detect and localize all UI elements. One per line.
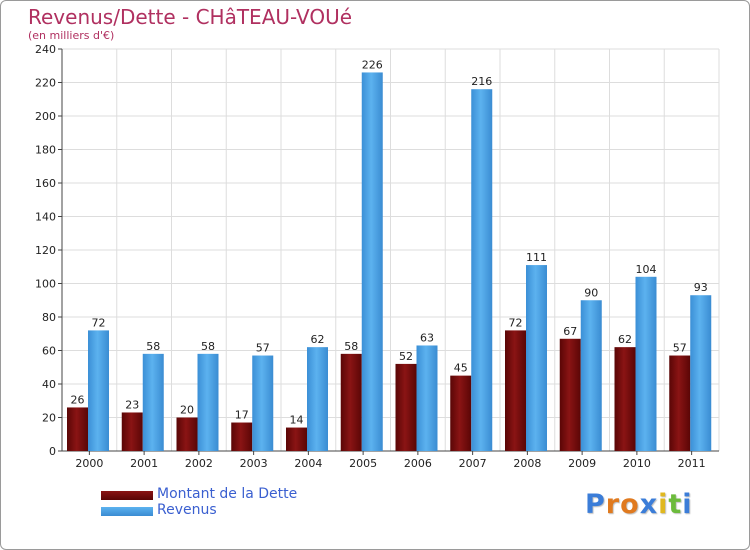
value-label-dette-2003: 17 xyxy=(235,409,249,422)
bars xyxy=(67,72,712,451)
axes: 0 20 40 60 80 100 120 140 160 180 200 220 240 xyxy=(35,43,719,458)
bar-revenus-2000 xyxy=(88,330,109,451)
bar-dette-2005 xyxy=(340,353,362,451)
legend-label-revenus: Revenus xyxy=(157,502,217,518)
value-label-revenus-2008: 111 xyxy=(526,251,547,264)
grid-lines xyxy=(62,48,720,451)
value-label-dette-2005: 58 xyxy=(344,340,358,353)
x-tick-label-2009: 2009 xyxy=(568,457,596,470)
chart-subtitle: (en milliers d'€) xyxy=(28,29,115,42)
bar-dette-2000 xyxy=(67,407,88,451)
x-tick-label-2003: 2003 xyxy=(240,457,268,470)
bar-revenus-2005 xyxy=(361,72,383,451)
value-label-dette-2011: 57 xyxy=(673,342,687,355)
value-label-revenus-2001: 58 xyxy=(146,340,160,353)
x-tick-label-2005: 2005 xyxy=(349,457,377,470)
bar-dette-2004 xyxy=(286,427,307,451)
y-tick-label-120: 120 xyxy=(35,244,56,257)
y-tick-label-140: 140 xyxy=(35,211,56,224)
y-tick-label-40: 40 xyxy=(42,378,56,391)
y-tick-label-200: 200 xyxy=(35,110,56,123)
value-label-revenus-2007: 216 xyxy=(471,75,492,88)
y-tick-label-80: 80 xyxy=(42,311,56,324)
logo-letter-0: P xyxy=(585,489,606,520)
x-tick-label-2011: 2011 xyxy=(678,457,706,470)
value-label-revenus-2005: 226 xyxy=(362,58,383,71)
legend-label-dette: Montant de la Dette xyxy=(157,486,298,502)
bar-revenus-2004 xyxy=(307,347,328,451)
y-tick-label-100: 100 xyxy=(35,278,56,291)
x-tick-label-2008: 2008 xyxy=(513,457,541,470)
value-label-revenus-2006: 63 xyxy=(420,331,434,344)
x-tick-label-2004: 2004 xyxy=(294,457,322,470)
y-tick-label-240: 240 xyxy=(35,43,56,56)
bar-dette-2011 xyxy=(669,355,691,451)
value-label-revenus-2004: 62 xyxy=(311,333,325,346)
value-label-revenus-2010: 104 xyxy=(636,263,657,276)
value-label-revenus-2003: 57 xyxy=(256,342,270,355)
logo-letter-6: i xyxy=(682,489,693,520)
value-label-dette-2008: 72 xyxy=(509,316,523,329)
logo-letter-3: x xyxy=(639,489,659,520)
x-tick-label-2010: 2010 xyxy=(623,457,651,470)
value-label-dette-2004: 14 xyxy=(290,414,304,427)
value-label-revenus-2000: 72 xyxy=(92,316,106,329)
bar-dette-2009 xyxy=(559,338,581,451)
bar-revenus-2010 xyxy=(635,276,657,451)
logo-letter-1: r xyxy=(605,489,621,520)
x-tick-label-2000: 2000 xyxy=(75,457,103,470)
bar-revenus-2009 xyxy=(580,300,602,451)
bar-dette-2001 xyxy=(121,412,143,451)
value-label-revenus-2011: 93 xyxy=(694,281,708,294)
proxiti-logo: Proxiti xyxy=(585,489,693,520)
chart-title: Revenus/Dette - CHâTEAU-VOUé xyxy=(28,5,353,29)
value-label-dette-2007: 45 xyxy=(454,362,468,375)
y-tick-label-160: 160 xyxy=(35,177,56,190)
legend-swatch-dette xyxy=(101,491,153,500)
bar-dette-2010 xyxy=(614,347,636,451)
bar-dette-2006 xyxy=(395,363,417,451)
y-tick-label-220: 220 xyxy=(35,77,56,90)
legend-swatch-revenus xyxy=(101,507,153,516)
bar-dette-2003 xyxy=(231,422,253,451)
y-tick-label-0: 0 xyxy=(49,445,56,458)
y-tick-label-60: 60 xyxy=(42,345,56,358)
x-tick-label-2001: 2001 xyxy=(130,457,158,470)
value-label-dette-2006: 52 xyxy=(399,350,413,363)
value-label-dette-2009: 67 xyxy=(563,325,577,338)
bar-revenus-2008 xyxy=(526,265,547,451)
bar-revenus-2003 xyxy=(252,355,274,451)
value-label-revenus-2009: 90 xyxy=(584,286,598,299)
y-tick-label-20: 20 xyxy=(42,412,56,425)
value-label-dette-2002: 20 xyxy=(180,404,194,417)
labels: 2000 26 72 2001 23 58 2002 20 58 2003 17 57 2004 14 62… xyxy=(71,58,708,470)
x-tick-label-2006: 2006 xyxy=(404,457,432,470)
logo-letter-5: t xyxy=(668,489,683,520)
x-tick-label-2007: 2007 xyxy=(459,457,487,470)
bar-dette-2007 xyxy=(450,375,472,451)
bar-revenus-2006 xyxy=(416,345,438,451)
x-tick-label-2002: 2002 xyxy=(185,457,213,470)
bar-revenus-2011 xyxy=(690,295,712,451)
bar-dette-2008 xyxy=(505,330,526,451)
bar-revenus-2002 xyxy=(197,353,219,451)
value-label-dette-2000: 26 xyxy=(71,393,85,406)
bar-revenus-2007 xyxy=(471,89,493,451)
value-label-dette-2010: 62 xyxy=(618,333,632,346)
bar-dette-2002 xyxy=(176,417,198,451)
logo-letter-4: i xyxy=(658,489,669,520)
logo-letter-2: o xyxy=(620,489,640,520)
bar-revenus-2001 xyxy=(142,353,164,451)
y-tick-label-180: 180 xyxy=(35,144,56,157)
value-label-revenus-2002: 58 xyxy=(201,340,215,353)
value-label-dette-2001: 23 xyxy=(125,398,139,411)
